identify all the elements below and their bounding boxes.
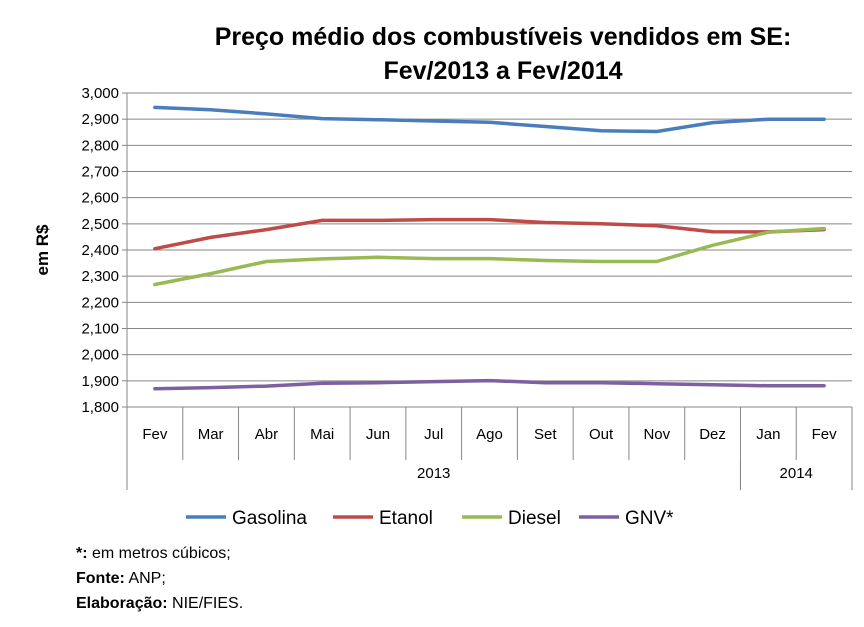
chart-title-line2: Fev/2013 a Fev/2014 [383,57,622,85]
y-tick-label: 2,000 [81,347,119,364]
y-tick-label: 2,700 [81,164,119,181]
footnote-units-text: em metros cúbicos; [87,545,231,562]
x-tick-label: Mar [198,426,224,443]
x-tick-label: Fev [142,426,168,443]
footnote-author-text: NIE/FIES. [167,595,244,612]
y-tick-label: 2,900 [81,111,119,128]
legend-label-etanol: Etanol [379,508,433,529]
x-tick-label: Fev [812,426,838,443]
x-tick-label: Mai [310,426,334,443]
x-tick-label: Nov [643,426,670,443]
x-tick-label: Abr [255,426,278,443]
footnote-source: Fonte: ANP; [76,570,166,588]
footnote-author: Elaboração: NIE/FIES. [76,595,243,613]
y-tick-label: 2,200 [81,294,119,311]
series-line-gnv [153,378,826,391]
x-axis: Fev Mar Abr Mai Jun Jul Ago Set Out Nov Dez Jan Fev 2… [126,93,853,490]
footnote-units-key: *: [76,545,88,562]
footnote-source-key: Fonte: [76,570,125,587]
legend-label-gnv: GNV* [625,508,674,529]
footnote-author-key: Elaboração: [76,595,168,612]
y-tick-label: 1,900 [81,373,119,390]
y-axis-ticks: 1,800 1,900 2,000 2,100 2,200 2,300 2,400 2,500… [81,85,127,416]
x-group-label: 2013 [417,465,450,482]
chart-title-line1: Preço médio dos combustíveis vendidos em… [215,23,792,51]
x-group-label: 2014 [780,465,813,482]
y-tick-label: 2,500 [81,216,119,233]
legend-label-diesel: Diesel [508,508,561,529]
x-tick-label: Jun [366,426,390,443]
y-tick-label: 2,600 [81,190,119,207]
y-tick-label: 1,800 [81,399,119,416]
legend: Gasolina Etanol Diesel GNV* [186,508,674,529]
series-line-etanol [153,217,826,251]
series-line-gasolina [153,105,826,134]
legend-label-gasolina: Gasolina [232,508,307,529]
footnote-units: *: em metros cúbicos; [76,545,231,563]
y-tick-label: 2,300 [81,268,119,285]
y-tick-label: 3,000 [81,85,119,102]
series-lines [153,105,826,391]
x-tick-label: Jan [756,426,780,443]
x-tick-label: Set [534,426,557,443]
footnote-source-text: ANP; [124,570,166,587]
x-tick-label: Dez [699,426,726,443]
x-tick-label: Out [589,426,614,443]
x-tick-label: Jul [424,426,443,443]
gridlines [127,92,852,408]
y-tick-label: 2,800 [81,137,119,154]
y-axis-label: em R$ [33,224,52,276]
y-tick-label: 2,100 [81,321,119,338]
x-tick-label: Ago [476,426,503,443]
y-tick-label: 2,400 [81,242,119,259]
series-line-diesel [153,226,826,287]
